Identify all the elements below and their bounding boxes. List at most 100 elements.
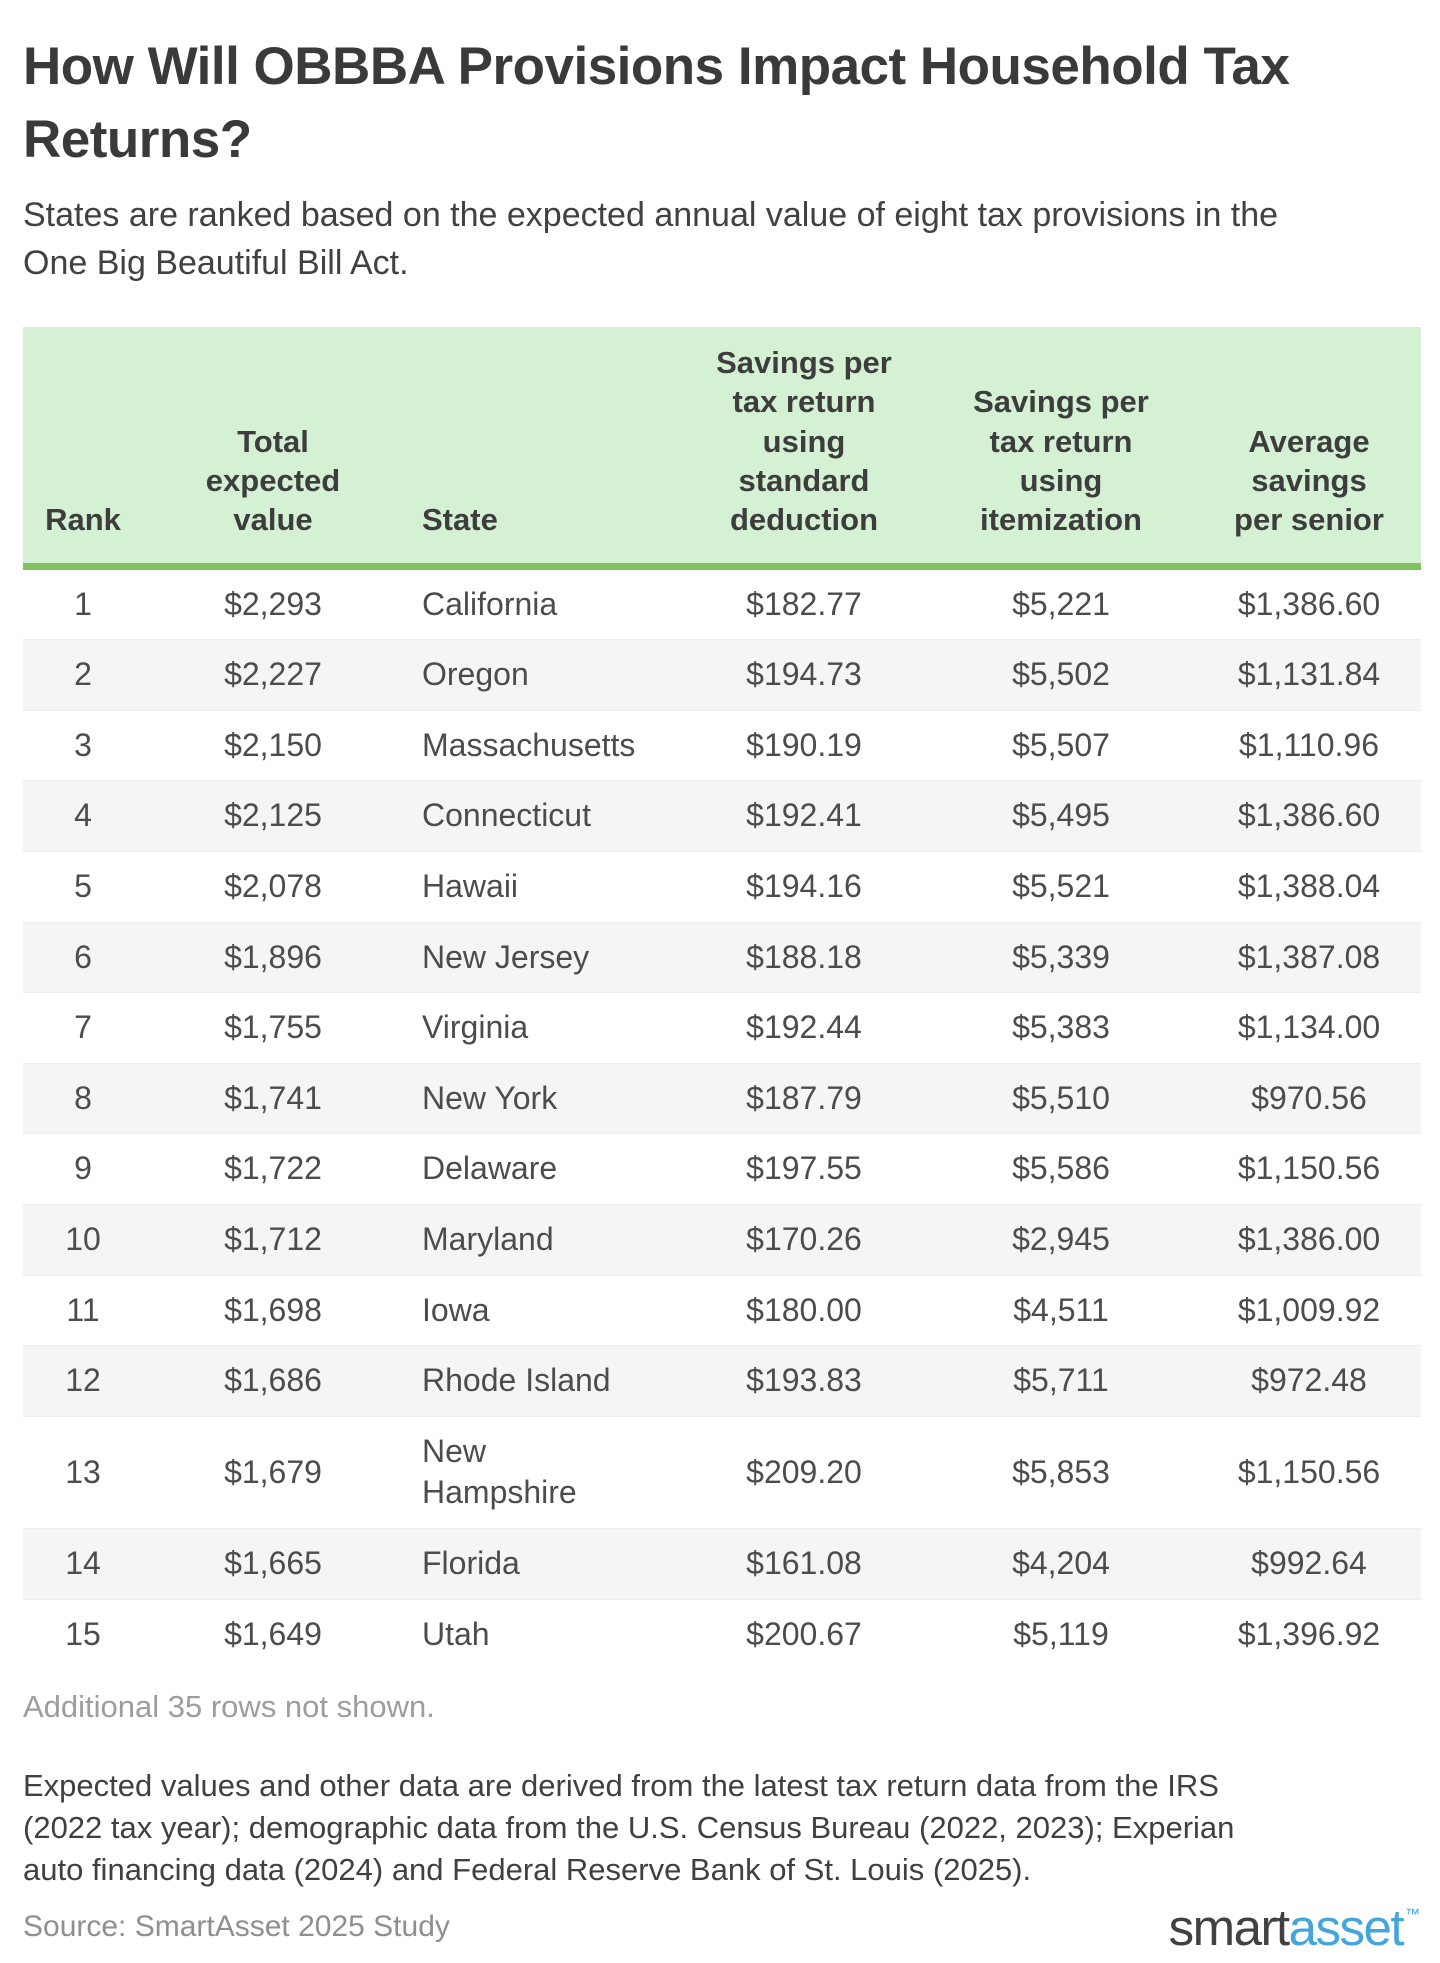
cell-rank: 11: [66, 1291, 100, 1328]
cell-total-expected-value: $1,712: [224, 1221, 322, 1258]
table-row: 8 $1,741 New York $187.79 $5,510 $970.56: [23, 1063, 1421, 1134]
cell-savings-standard-deduction: $187.79: [746, 1079, 862, 1116]
cell-savings-standard-deduction: $188.18: [746, 938, 862, 975]
page-subtitle-line2: One Big Beautiful Bill Act.: [23, 243, 409, 282]
cell-rank: 10: [65, 1221, 101, 1258]
bottom-bar: Source: SmartAsset 2025 Study smartasset…: [23, 1898, 1420, 1957]
cell-rank: 12: [65, 1362, 101, 1399]
cell-savings-standard-deduction: $194.73: [746, 656, 862, 693]
cell-average-savings-per-senior: $1,388.04: [1237, 868, 1381, 905]
cell-average-savings-per-senior: $1,396.92: [1237, 1615, 1381, 1652]
cell-average-savings-per-senior: $1,009.92: [1237, 1291, 1381, 1328]
page-title: How Will OBBBA Provisions Impact Househo…: [23, 30, 1420, 176]
table-row: 6 $1,896 New Jersey $188.18 $5,339 $1,387.08: [23, 922, 1421, 993]
rows-not-shown-note: Additional 35 rows not shown.: [23, 1689, 435, 1725]
column-header-total-expected-value: Total expected value: [143, 327, 403, 570]
cell-state: Connecticut: [422, 797, 591, 834]
table-row: 11 $1,698 Iowa $180.00 $4,511 $1,009.92: [23, 1275, 1421, 1346]
cell-total-expected-value: $2,227: [224, 656, 322, 693]
table-row: 10 $1,712 Maryland $170.26 $2,945 $1,386.00: [23, 1204, 1421, 1276]
cell-rank: 3: [74, 726, 92, 763]
cell-total-expected-value: $1,665: [224, 1544, 322, 1581]
table-row: 3 $2,150 Massachusetts $190.19 $5,507 $1,110.…: [23, 710, 1421, 781]
cell-rank: 13: [65, 1453, 101, 1490]
cell-state: New Hampshire: [422, 1432, 577, 1511]
cell-state: Maryland: [422, 1221, 554, 1258]
cell-rank: 15: [65, 1615, 101, 1652]
table-row: 14 $1,665 Florida $161.08 $4,204 $992.64: [23, 1528, 1421, 1600]
cell-total-expected-value: $2,293: [224, 585, 322, 622]
cell-savings-standard-deduction: $170.26: [746, 1221, 862, 1258]
cell-savings-standard-deduction: $192.41: [746, 797, 862, 834]
cell-state: Delaware: [422, 1150, 558, 1187]
page-title-line1: How Will OBBBA Provisions Impact Househo…: [23, 37, 1290, 96]
table-row: 9 $1,722 Delaware $197.55 $5,586 $1,150.56: [23, 1133, 1421, 1205]
page-subtitle-line1: States are ranked based on the expected …: [23, 196, 1279, 235]
cell-rank: 7: [74, 1009, 92, 1046]
cell-savings-standard-deduction: $193.83: [746, 1362, 862, 1399]
cell-savings-standard-deduction: $192.44: [746, 1009, 862, 1046]
cell-savings-standard-deduction: $194.16: [746, 868, 862, 905]
table-header: Rank Total expected value State Savings …: [23, 327, 1421, 570]
cell-average-savings-per-senior: $1,386.60: [1237, 797, 1381, 834]
cell-savings-itemization: $5,507: [1012, 726, 1110, 763]
cell-average-savings-per-senior: $972.48: [1251, 1362, 1367, 1399]
table-header-row: Rank Total expected value State Savings …: [23, 327, 1421, 570]
cell-savings-itemization: $5,383: [1012, 1009, 1110, 1046]
cell-state: California: [422, 585, 558, 622]
cell-savings-itemization: $5,339: [1012, 938, 1110, 975]
cell-rank: 8: [74, 1079, 92, 1116]
cell-total-expected-value: $2,125: [224, 797, 322, 834]
table-row: 13 $1,679 New Hampshire $209.20 $5,853 $1,150…: [23, 1416, 1421, 1529]
cell-average-savings-per-senior: $1,386.00: [1237, 1221, 1381, 1258]
smartasset-logo: smartasset ™: [1169, 1898, 1420, 1957]
trademark-symbol: ™: [1405, 1905, 1420, 1923]
cell-rank: 6: [74, 938, 92, 975]
cell-savings-standard-deduction: $200.67: [746, 1615, 862, 1652]
table-row: 2 $2,227 Oregon $194.73 $5,502 $1,131.84: [23, 639, 1421, 711]
cell-average-savings-per-senior: $1,150.56: [1237, 1453, 1381, 1490]
table-row: 4 $2,125 Connecticut $192.41 $5,495 $1,386.60: [23, 780, 1421, 852]
cell-savings-itemization: $5,221: [1012, 585, 1110, 622]
methodology-footnote: Expected values and other data are deriv…: [23, 1768, 1235, 1888]
cell-rank: 14: [65, 1544, 101, 1581]
cell-state: New York: [422, 1079, 558, 1116]
cell-total-expected-value: $1,649: [224, 1615, 322, 1652]
cell-state: Rhode Island: [422, 1362, 611, 1399]
cell-rank: 9: [74, 1150, 92, 1187]
logo-smart-text: smart: [1168, 1898, 1291, 1956]
cell-total-expected-value: $1,698: [224, 1291, 322, 1328]
cell-rank: 4: [74, 797, 92, 834]
cell-state: Oregon: [422, 656, 529, 693]
page-title-line2: Returns?: [23, 110, 252, 170]
cell-savings-itemization: $5,119: [1013, 1615, 1109, 1652]
cell-total-expected-value: $1,722: [224, 1150, 322, 1187]
cell-average-savings-per-senior: $1,387.08: [1237, 938, 1381, 975]
cell-state: Iowa: [422, 1291, 490, 1328]
column-header-savings-itemization: Savings per tax return using itemization: [945, 327, 1177, 570]
table-body: 1 $2,293 California $182.77 $5,221 $1,386.60 2…: [23, 566, 1421, 1670]
cell-savings-itemization: $5,495: [1012, 797, 1110, 834]
cell-savings-standard-deduction: $190.19: [746, 726, 862, 763]
cell-state: Florida: [422, 1544, 520, 1581]
cell-state: Massachusetts: [422, 726, 636, 763]
column-header-state: State: [403, 327, 663, 570]
state-rankings-table: Rank Total expected value State Savings …: [23, 327, 1421, 1670]
cell-savings-itemization: $2,945: [1012, 1221, 1110, 1258]
cell-savings-itemization: $4,511: [1013, 1291, 1109, 1328]
cell-rank: 5: [74, 868, 92, 905]
cell-total-expected-value: $1,741: [224, 1079, 322, 1116]
cell-rank: 2: [74, 656, 92, 693]
page-subtitle: States are ranked based on the expected …: [23, 192, 1420, 287]
cell-state: Utah: [422, 1615, 490, 1652]
table-row: 1 $2,293 California $182.77 $5,221 $1,386.60: [23, 566, 1421, 640]
cell-savings-itemization: $4,204: [1012, 1544, 1110, 1581]
cell-average-savings-per-senior: $970.56: [1251, 1079, 1367, 1116]
cell-savings-itemization: $5,711: [1013, 1362, 1109, 1399]
logo-asset-text: asset: [1288, 1898, 1405, 1956]
cell-rank: 1: [74, 585, 92, 622]
cell-savings-itemization: $5,586: [1012, 1150, 1110, 1187]
cell-savings-standard-deduction: $161.08: [746, 1544, 862, 1581]
cell-average-savings-per-senior: $1,150.56: [1237, 1150, 1381, 1187]
